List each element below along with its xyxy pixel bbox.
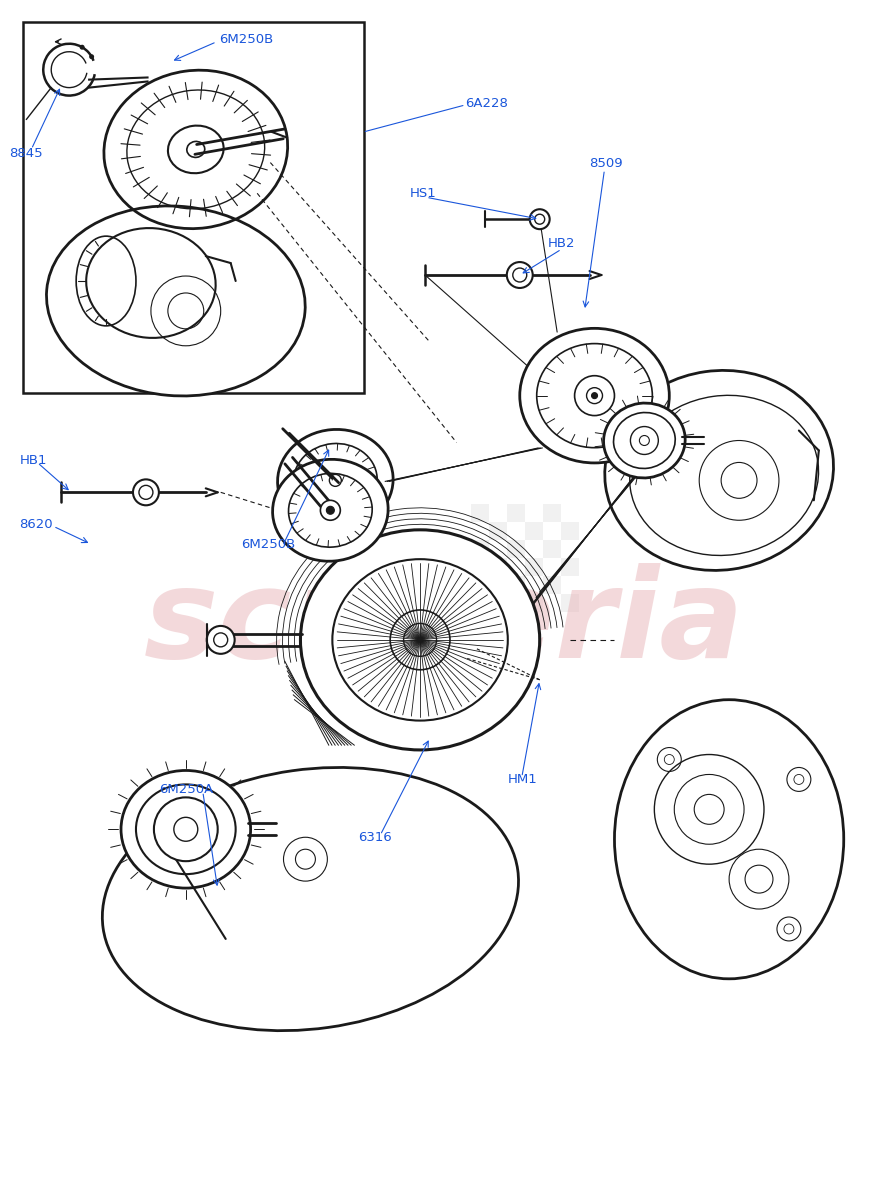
- Bar: [543, 504, 561, 522]
- Text: 6316: 6316: [358, 830, 392, 844]
- Bar: [471, 540, 489, 558]
- Circle shape: [320, 500, 340, 521]
- Circle shape: [784, 924, 794, 934]
- Bar: [543, 540, 561, 558]
- Circle shape: [591, 392, 597, 398]
- Bar: [23, 22, 364, 392]
- Ellipse shape: [102, 768, 518, 1031]
- Circle shape: [534, 215, 545, 224]
- Circle shape: [154, 797, 218, 862]
- Text: 6M250B: 6M250B: [219, 34, 273, 47]
- Circle shape: [664, 755, 674, 764]
- Circle shape: [630, 426, 659, 455]
- Text: 6A228: 6A228: [465, 97, 508, 110]
- Bar: [489, 594, 507, 612]
- Bar: [525, 522, 543, 540]
- Circle shape: [530, 209, 549, 229]
- Ellipse shape: [46, 206, 305, 396]
- Circle shape: [133, 479, 159, 505]
- Ellipse shape: [121, 770, 251, 888]
- Bar: [525, 558, 543, 576]
- Bar: [543, 576, 561, 594]
- Bar: [525, 594, 543, 612]
- Text: scuderia: scuderia: [144, 564, 745, 684]
- Circle shape: [89, 54, 94, 59]
- Bar: [561, 558, 579, 576]
- Bar: [561, 522, 579, 540]
- Circle shape: [639, 436, 649, 445]
- Bar: [507, 576, 525, 594]
- Circle shape: [326, 506, 334, 515]
- Bar: [489, 522, 507, 540]
- Text: 6M250A: 6M250A: [159, 782, 213, 796]
- Text: HB2: HB2: [548, 236, 575, 250]
- Circle shape: [513, 268, 527, 282]
- Ellipse shape: [520, 329, 669, 463]
- Ellipse shape: [273, 460, 388, 562]
- Text: HM1: HM1: [508, 773, 538, 786]
- Text: 8845: 8845: [10, 146, 43, 160]
- Circle shape: [794, 774, 804, 785]
- Bar: [471, 576, 489, 594]
- Ellipse shape: [300, 530, 540, 750]
- Text: 8620: 8620: [20, 517, 53, 530]
- Text: 8509: 8509: [589, 157, 623, 170]
- Bar: [561, 594, 579, 612]
- Text: 6M250B: 6M250B: [241, 538, 295, 551]
- Bar: [471, 504, 489, 522]
- Bar: [489, 558, 507, 576]
- Circle shape: [139, 485, 153, 499]
- Circle shape: [213, 632, 228, 647]
- Ellipse shape: [604, 403, 685, 478]
- Circle shape: [207, 626, 235, 654]
- Text: HB1: HB1: [20, 454, 47, 467]
- Circle shape: [574, 376, 614, 415]
- Text: HS1: HS1: [410, 187, 436, 199]
- Ellipse shape: [614, 700, 844, 979]
- Circle shape: [329, 474, 341, 486]
- Circle shape: [587, 388, 603, 403]
- Circle shape: [80, 44, 84, 49]
- Bar: [507, 504, 525, 522]
- Circle shape: [174, 817, 197, 841]
- Bar: [507, 540, 525, 558]
- Circle shape: [507, 262, 533, 288]
- Ellipse shape: [605, 371, 834, 570]
